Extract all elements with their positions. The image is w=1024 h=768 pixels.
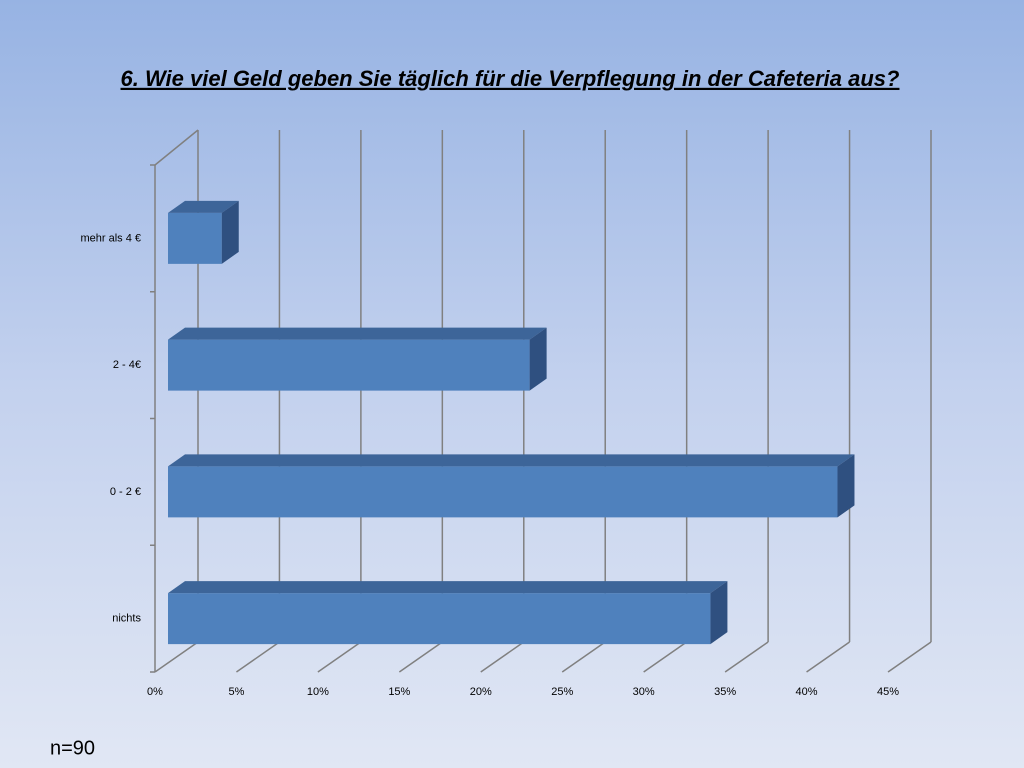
x-tick-label: 10% <box>307 686 329 698</box>
x-tick-label: 35% <box>714 686 736 698</box>
bar-side <box>837 454 855 518</box>
floor-line <box>480 641 525 673</box>
bar-front <box>168 593 711 645</box>
x-tick-label: 5% <box>228 686 244 698</box>
y-tick-label: nichts <box>112 613 141 625</box>
bar-top <box>168 327 547 340</box>
x-tick-label: 15% <box>388 686 410 698</box>
x-tick-label: 20% <box>470 686 492 698</box>
bar-top <box>168 454 855 467</box>
chart-title: 6. Wie viel Geld geben Sie täglich für d… <box>121 66 900 91</box>
bar-front <box>168 212 222 264</box>
bar-top <box>168 581 728 594</box>
floor-line <box>887 641 932 673</box>
floor-line <box>398 641 443 673</box>
floor-line <box>317 641 362 673</box>
bar-side <box>529 327 547 391</box>
floor-line <box>724 641 769 673</box>
floor-line <box>643 641 688 673</box>
floor-line <box>154 641 199 673</box>
x-tick-label: 0% <box>147 686 163 698</box>
bar-front <box>168 339 530 391</box>
y-tick-label: 2 - 4€ <box>113 359 141 371</box>
bar-front <box>168 466 838 518</box>
bar-side <box>221 200 239 264</box>
bar-top <box>168 200 239 213</box>
x-tick-label: 45% <box>877 686 899 698</box>
x-tick-label: 40% <box>796 686 818 698</box>
floor-line <box>236 641 280 673</box>
floor-line <box>806 641 850 673</box>
x-tick-label: 30% <box>633 686 655 698</box>
floor-line <box>561 641 606 673</box>
bar-side <box>710 581 728 645</box>
sample-size-note: n=90 <box>50 737 95 759</box>
x-tick-label: 25% <box>551 686 573 698</box>
y-tick-label: 0 - 2 € <box>110 486 141 498</box>
y-tick-label: mehr als 4 € <box>80 232 141 244</box>
